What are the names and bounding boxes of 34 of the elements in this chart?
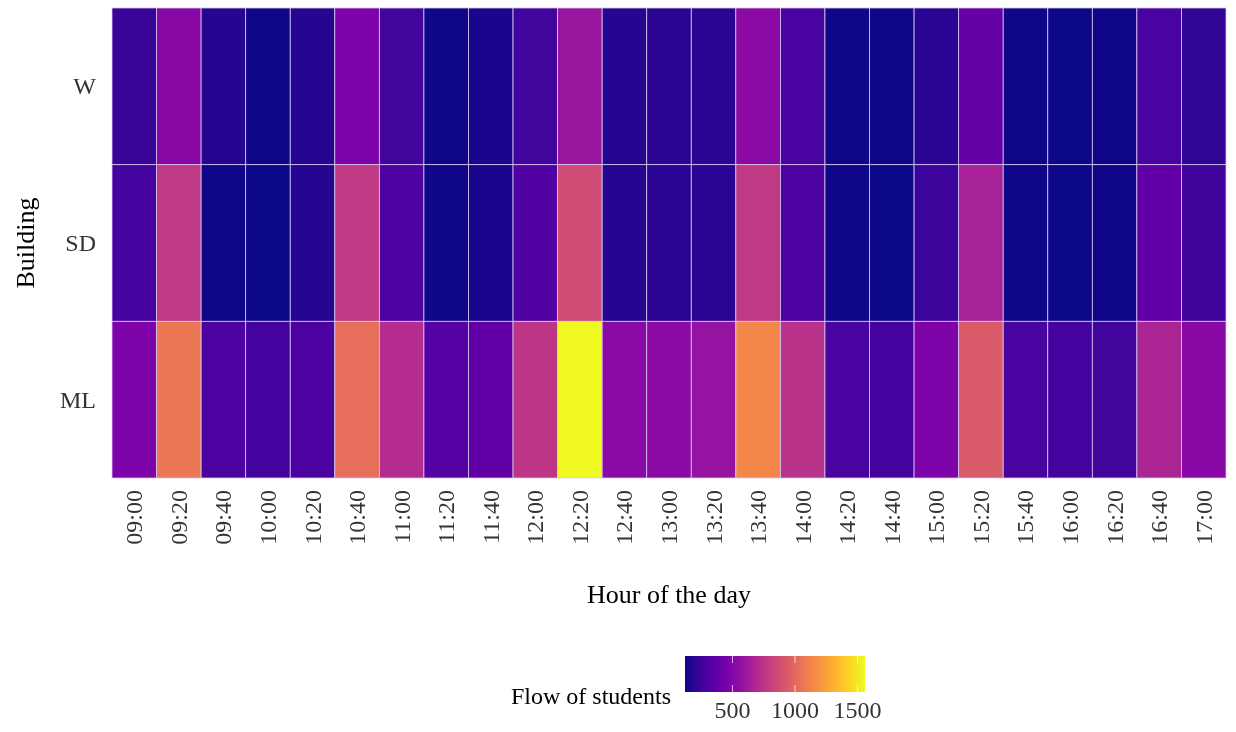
- color-bar-label: 1500: [833, 697, 882, 723]
- x-tick-label: 10:40: [344, 490, 371, 545]
- x-tick-label: 09:20: [165, 490, 192, 545]
- color-bar-label: 500: [714, 697, 751, 723]
- x-tick-label: 10:20: [299, 490, 326, 545]
- x-tick-label: 13:00: [656, 490, 682, 545]
- x-tick-label: 12:20: [566, 490, 593, 545]
- x-tick-label: 15:40: [1012, 490, 1039, 545]
- x-tick-label: 13:20: [700, 490, 727, 545]
- x-tick-label: 16:00: [1057, 490, 1084, 545]
- x-tick-label: 14:00: [789, 490, 816, 545]
- color-bar-title: Flow of students: [510, 683, 671, 709]
- x-tick-label: 16:40: [1146, 490, 1173, 545]
- x-tick-label: 15:00: [923, 490, 950, 545]
- x-tick-label: 15:20: [967, 490, 994, 545]
- x-tick-label: 13:40: [745, 490, 772, 545]
- x-tick-label: 17:00: [1190, 490, 1217, 545]
- x-tick-label: 09:40: [210, 490, 237, 545]
- x-tick-label: 14:40: [878, 490, 905, 545]
- x-tick-label: 11:40: [477, 490, 504, 544]
- x-tick-label: 11:20: [433, 490, 460, 544]
- x-tick-label: 12:00: [522, 490, 549, 545]
- x-axis-title: Hour of the day: [587, 580, 751, 609]
- x-tick-label: 12:40: [611, 490, 638, 545]
- x-tick-label: 14:20: [834, 490, 861, 545]
- x-tick-label: 09:00: [121, 490, 148, 545]
- y-axis-title: Building: [11, 197, 40, 289]
- y-tick-label: ML: [60, 386, 96, 413]
- y-tick-label: W: [73, 73, 97, 100]
- x-tick-label: 11:00: [388, 490, 415, 544]
- x-tick-label: 16:20: [1101, 490, 1128, 545]
- y-tick-label: SD: [65, 230, 96, 256]
- x-tick-label: 10:00: [254, 490, 281, 545]
- color-bar-label: 1000: [771, 697, 819, 723]
